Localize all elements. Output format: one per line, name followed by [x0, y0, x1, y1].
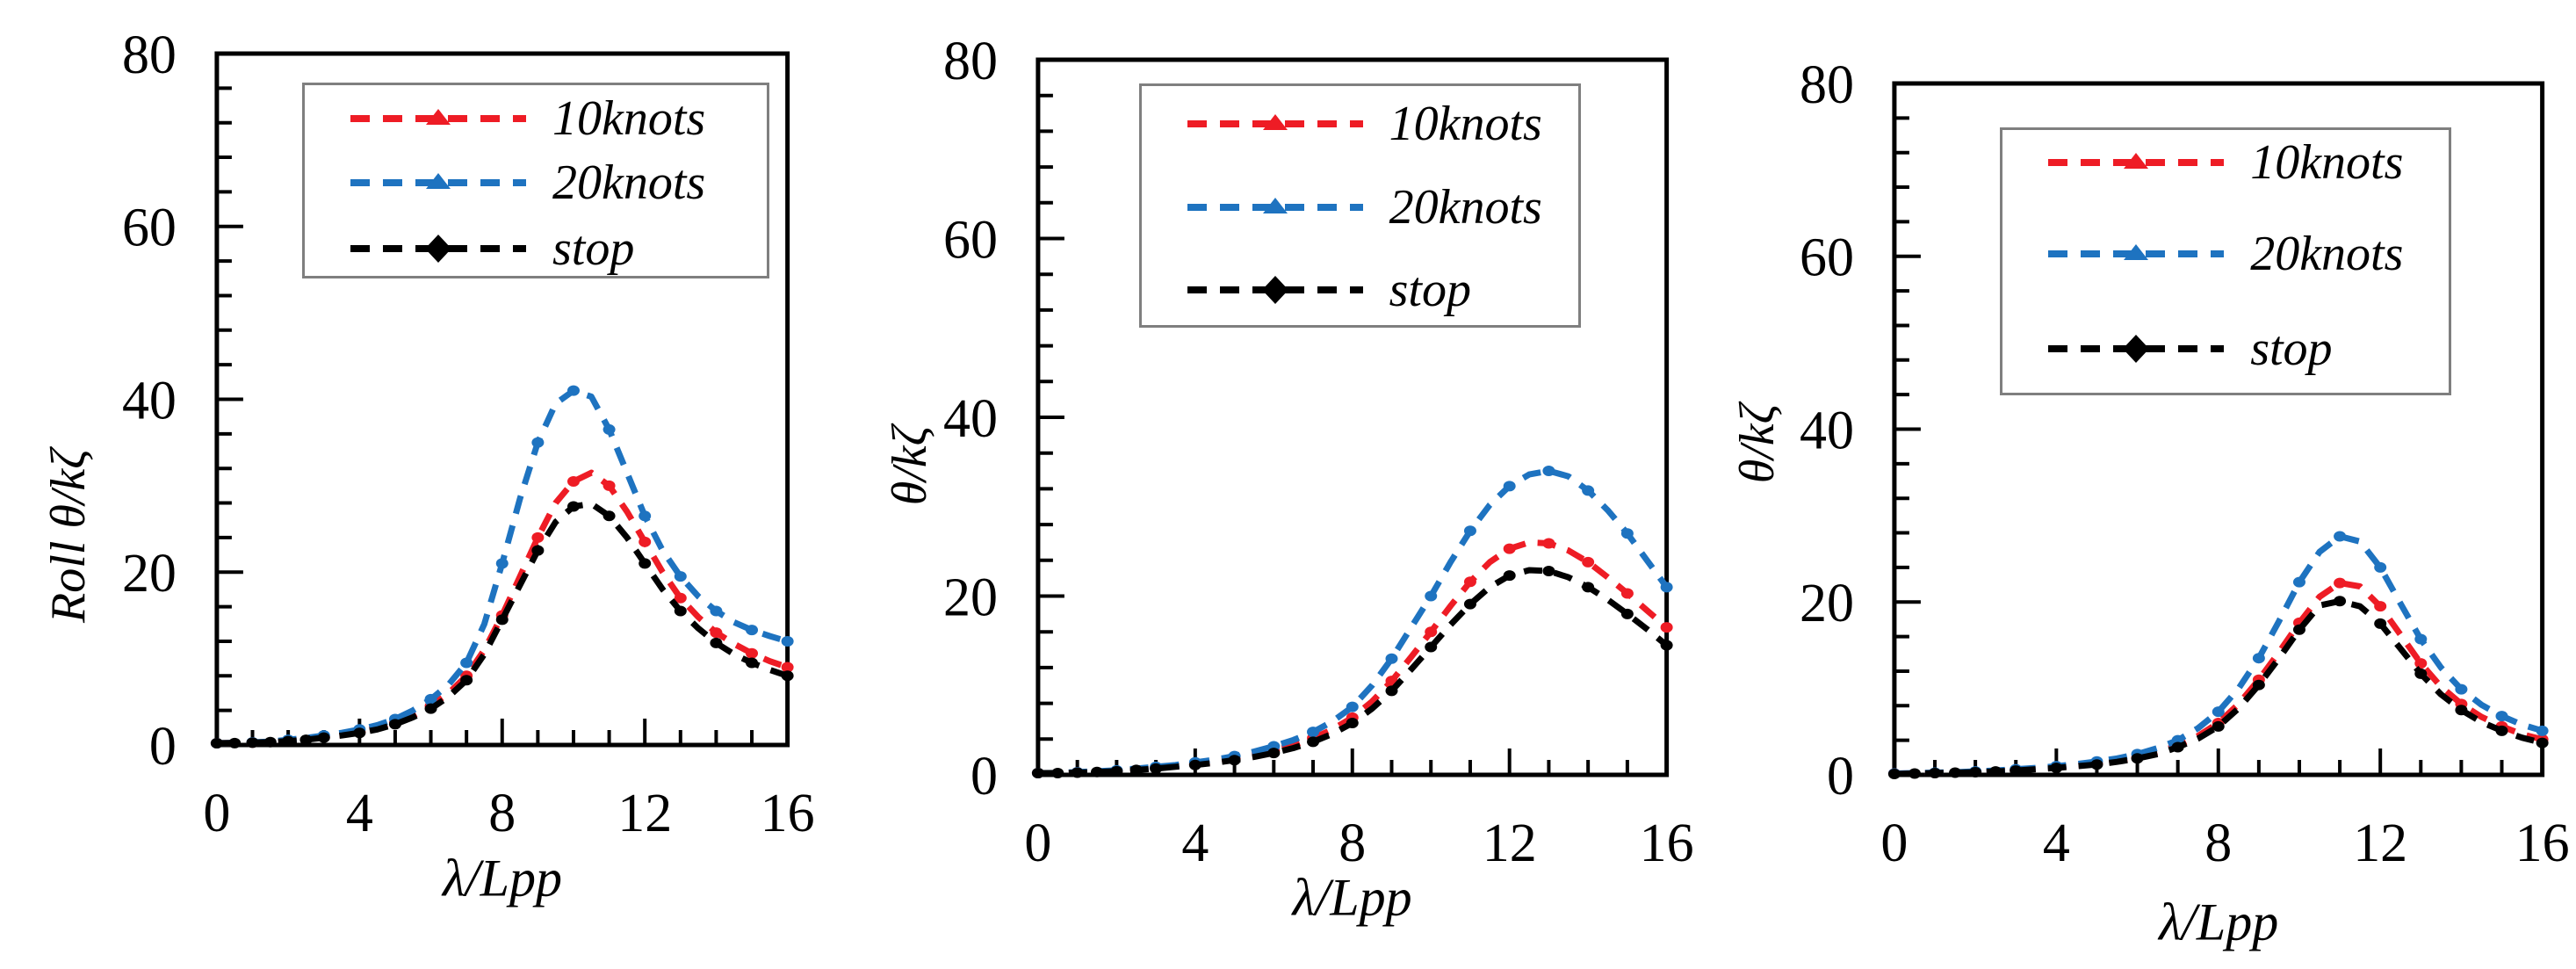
svg-text:0: 0: [149, 717, 177, 777]
legend-item-stop: stop: [350, 221, 754, 277]
svg-text:8: 8: [2204, 814, 2232, 873]
svg-text:8: 8: [488, 784, 516, 843]
legend-label: stop: [552, 221, 635, 276]
legend-item-stop: stop: [1187, 262, 1566, 318]
y-axis-title: θ/kζ: [882, 425, 937, 506]
svg-text:0: 0: [1827, 747, 1854, 806]
svg-text:16: 16: [1639, 814, 1693, 873]
legend-box: 10knots 20knots stop: [302, 83, 769, 278]
x-axis-title: λ/Lpp: [1292, 868, 1412, 927]
red-dashed-line-sample-icon: [1187, 105, 1363, 143]
svg-text:12: 12: [1482, 814, 1536, 873]
chart-panel-pitch-right: 0 4 8 12 16 0 20 40 60 80 θ/kζ λ/Lpp 10knots 20kn…: [1717, 0, 2576, 969]
plot-area-right: 0 4 8 12 16 0 20 40 60 80: [1800, 55, 2570, 873]
legend-item-10knots: 10knots: [2048, 134, 2436, 191]
svg-text:0: 0: [1024, 814, 1051, 873]
legend-label: 10knots: [1389, 97, 1542, 151]
svg-text:60: 60: [943, 210, 998, 270]
legend-label: stop: [1389, 263, 1471, 317]
svg-text:8: 8: [1339, 814, 1366, 873]
svg-text:16: 16: [761, 784, 815, 843]
black-dashed-line-sample-icon: [2048, 329, 2225, 368]
x-axis-title: λ/Lpp: [2159, 893, 2279, 951]
svg-text:20: 20: [943, 568, 998, 627]
legend-item-10knots: 10knots: [1187, 96, 1566, 152]
legend-item-10knots: 10knots: [350, 90, 754, 147]
svg-text:80: 80: [943, 32, 998, 91]
svg-text:80: 80: [122, 25, 177, 85]
blue-dashed-line-sample-icon: [1187, 188, 1363, 227]
y-axis-title: Roll θ/kζ: [41, 449, 96, 623]
blue-dashed-line-sample-icon: [2048, 235, 2225, 273]
red-dashed-line-sample-icon: [2048, 143, 2225, 182]
legend-item-stop: stop: [2048, 321, 2436, 377]
blue-dashed-line-sample-icon: [350, 163, 526, 202]
legend-label: 20knots: [552, 155, 706, 210]
legend-box: 10knots 20knots stop: [1138, 83, 1581, 328]
legend-item-20knots: 20knots: [2048, 226, 2436, 282]
legend-label: 10knots: [2250, 135, 2404, 190]
black-dashed-line-sample-icon: [1187, 271, 1363, 309]
legend-item-20knots: 20knots: [350, 155, 754, 211]
svg-text:60: 60: [122, 199, 177, 258]
svg-text:40: 40: [122, 371, 177, 430]
svg-text:40: 40: [1800, 401, 1854, 460]
y-axis-title: θ/kζ: [1730, 403, 1786, 484]
svg-text:12: 12: [2353, 814, 2407, 873]
svg-text:40: 40: [943, 389, 998, 449]
legend-label: 10knots: [552, 91, 706, 146]
legend-label: stop: [2250, 322, 2333, 376]
legend-box: 10knots 20knots stop: [2000, 127, 2452, 395]
svg-text:4: 4: [1181, 814, 1209, 873]
svg-text:0: 0: [203, 784, 230, 843]
svg-text:4: 4: [2043, 814, 2070, 873]
legend-label: 20knots: [2250, 227, 2404, 281]
chart-panel-pitch-middle: 0 4 8 12 16 0 20 40 60 80 θ/kζ λ/Lpp 10knots 20kn…: [859, 0, 1718, 969]
legend-label: 20knots: [1389, 180, 1542, 235]
svg-text:80: 80: [1800, 55, 1854, 115]
chart-panel-roll-left: 0 4 8 12 16 0 20 40 60 80 Roll θ/kζ λ/Lpp 10knots…: [0, 0, 859, 969]
svg-text:0: 0: [971, 747, 998, 806]
svg-text:16: 16: [2515, 814, 2570, 873]
svg-text:12: 12: [617, 784, 672, 843]
plot-area-middle: 0 4 8 12 16 0 20 40 60 80: [943, 32, 1694, 873]
plot-area-left: 0 4 8 12 16 0 20 40 60 80: [122, 25, 815, 843]
red-dashed-line-sample-icon: [350, 99, 526, 138]
legend-item-20knots: 20knots: [1187, 179, 1566, 235]
svg-text:4: 4: [346, 784, 373, 843]
svg-text:20: 20: [122, 544, 177, 604]
svg-text:20: 20: [1800, 574, 1854, 633]
svg-text:60: 60: [1800, 228, 1854, 288]
black-dashed-line-sample-icon: [350, 229, 526, 268]
svg-text:0: 0: [1881, 814, 1909, 873]
x-axis-title: λ/Lpp: [442, 849, 563, 908]
